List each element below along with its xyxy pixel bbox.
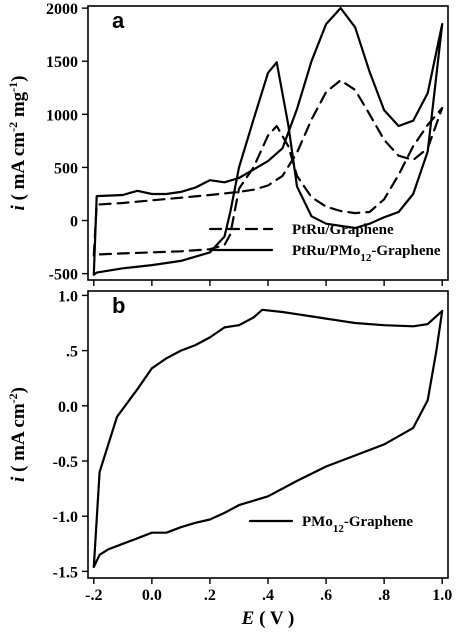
x-tick-label: .6 — [320, 587, 332, 604]
y-tick-label: 2000 — [46, 1, 78, 18]
plot-frame — [87, 290, 449, 579]
y-tick-label: -0.5 — [53, 454, 78, 471]
y-tick-label: .5 — [66, 344, 78, 361]
panel-label: b — [112, 293, 125, 318]
y-tick-label: -1.0 — [53, 509, 78, 526]
series-line-1 — [92, 7, 444, 276]
x-tick-label: .4 — [262, 587, 274, 604]
plot-frame — [87, 5, 449, 281]
y-tick-label: 500 — [54, 160, 78, 177]
legend-label: PMo12-Graphene — [302, 514, 413, 535]
x-tick-label: -.2 — [85, 587, 102, 604]
y-tick-label: -1.5 — [53, 564, 78, 581]
x-axis-label: E ( V ) — [241, 608, 295, 629]
legend: PMo12-Graphene — [248, 514, 413, 535]
y-axis-label: i ( mA cm-2 mg-1) — [6, 75, 29, 210]
y-tick-label: 1000 — [46, 107, 78, 124]
panel-label: a — [112, 8, 125, 33]
legend-label: PtRu/PMo12-Graphene — [292, 243, 441, 264]
y-tick-label: 1.0 — [58, 288, 78, 305]
chart-panel-b: -1.5 -1.0 -0.5 0.0 .5 1.0 -.2 0.0 .2 .4 .6 .8 1.0 b PM… — [6, 288, 452, 629]
y-axis-label: i ( mA cm-2) — [6, 387, 29, 482]
y-tick-label: 1500 — [46, 54, 78, 71]
x-tick-label: .8 — [378, 587, 390, 604]
legend: PtRu/Graphene PtRu/PMo12-Graphene — [208, 222, 441, 264]
series-line-0 — [92, 308, 444, 569]
x-tick-label: 0.0 — [142, 587, 162, 604]
series-line-0 — [92, 79, 444, 257]
y-tick-label: 0 — [70, 214, 78, 231]
y-tick-label: -500 — [49, 267, 78, 284]
x-tick-label: .2 — [204, 587, 216, 604]
legend-label: PtRu/Graphene — [292, 222, 394, 238]
chart-panel-a: -500 0 500 1000 1500 2000 a PtRu/Graphene PtRu/P… — [6, 1, 449, 286]
x-tick-label: 1.0 — [432, 587, 452, 604]
y-tick-label: 0.0 — [58, 399, 78, 416]
